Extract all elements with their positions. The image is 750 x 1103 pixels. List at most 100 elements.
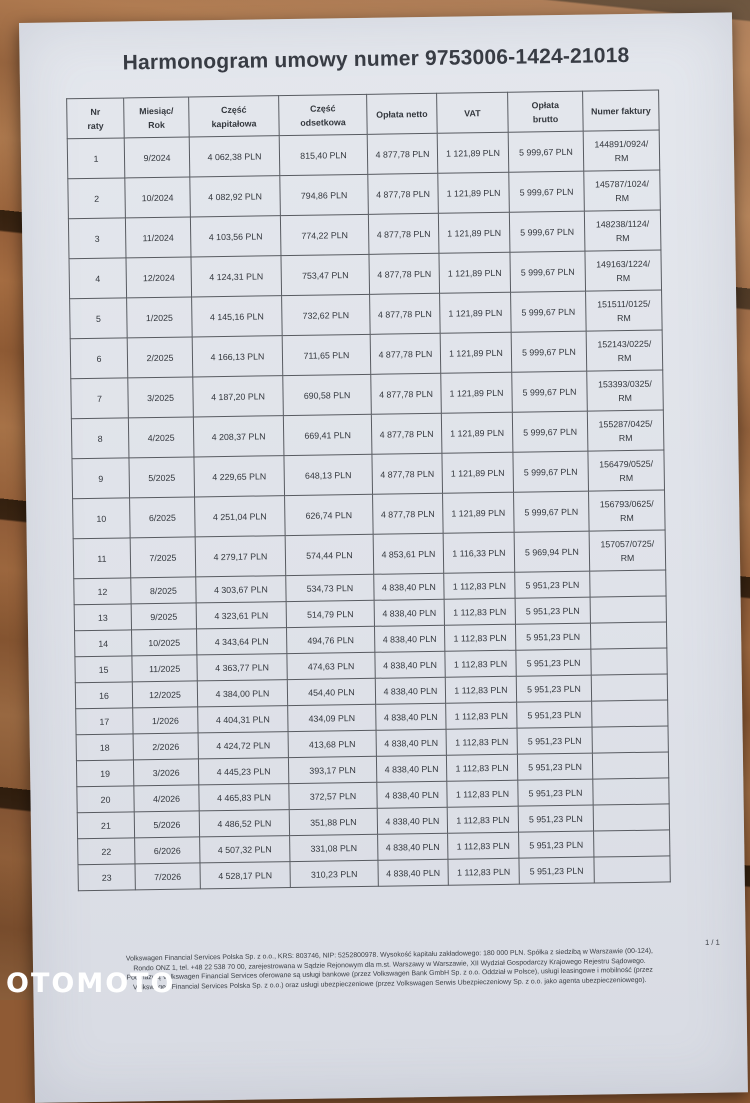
- otomoto-watermark: OTOMOTO: [6, 968, 176, 999]
- table-cell: 5 999,67 PLN: [508, 131, 584, 173]
- table-cell: 1 112,83 PLN: [445, 676, 517, 704]
- table-cell: 1 121,89 PLN: [440, 372, 513, 414]
- table-cell: 1 112,83 PLN: [446, 728, 518, 756]
- table-cell: 144891/0924/ RM: [583, 130, 660, 172]
- table-cell: 494,76 PLN: [286, 626, 375, 654]
- table-cell: 13: [74, 603, 132, 631]
- table-cell: 1 112,83 PLN: [444, 598, 516, 626]
- schedule-body: 1 9/2024 4 062,38 PLN 815,40 PLN 4 877,78 PL…: [67, 130, 671, 891]
- table-cell: 4 877,78 PLN: [371, 413, 442, 455]
- table-cell: 5 999,67 PLN: [511, 331, 587, 373]
- table-cell: 4 166,13 PLN: [192, 335, 283, 377]
- table-cell: 4 507,32 PLN: [199, 835, 290, 863]
- table-cell: 711,65 PLN: [282, 334, 371, 376]
- table-cell: 4 208,37 PLN: [193, 415, 284, 457]
- table-cell: 16: [75, 681, 133, 709]
- table-cell: 1 121,89 PLN: [438, 212, 510, 254]
- table-cell: 22: [77, 837, 135, 865]
- table-cell: 12/2025: [132, 680, 198, 708]
- table-cell: 15: [74, 655, 133, 683]
- table-cell: 9/2025: [131, 602, 197, 630]
- table-cell: 2: [67, 177, 126, 219]
- table-cell: 4 838,40 PLN: [377, 859, 449, 887]
- table-cell: 145787/1024/ RM: [583, 170, 661, 212]
- table-cell: 8/2025: [130, 576, 197, 604]
- table-cell: 794,86 PLN: [279, 174, 369, 216]
- table-cell: 331,08 PLN: [289, 834, 378, 862]
- table-cell: 4 229,65 PLN: [193, 455, 285, 497]
- table-cell: 4 303,67 PLN: [195, 575, 287, 603]
- table-cell: 4 838,40 PLN: [377, 807, 448, 835]
- table-cell: 1 121,89 PLN: [439, 292, 512, 334]
- table-cell: 4 838,40 PLN: [374, 599, 445, 627]
- table-cell: [592, 751, 669, 780]
- table-cell: 5 951,23 PLN: [515, 623, 591, 651]
- table-cell: 815,40 PLN: [279, 134, 368, 176]
- table-cell: 1 112,83 PLN: [446, 754, 518, 782]
- table-cell: 5 951,23 PLN: [517, 753, 593, 781]
- table-cell: 4 877,78 PLN: [370, 333, 441, 375]
- table-cell: 5 951,23 PLN: [516, 701, 593, 729]
- table-cell: 1 112,83 PLN: [443, 572, 516, 600]
- table-cell: 4 082,92 PLN: [189, 175, 281, 217]
- column-header: Nr raty: [66, 97, 125, 139]
- table-cell: 11/2024: [125, 216, 191, 258]
- table-cell: 5 951,23 PLN: [517, 779, 594, 807]
- table-cell: 10: [72, 497, 131, 539]
- table-cell: 11: [73, 537, 131, 579]
- table-cell: 21: [77, 811, 135, 839]
- table-cell: 4 838,40 PLN: [376, 781, 448, 809]
- table-cell: 454,40 PLN: [287, 678, 376, 706]
- table-cell: [590, 647, 668, 676]
- table-cell: 5 951,23 PLN: [516, 675, 592, 703]
- table-cell: 156479/0525/ RM: [587, 449, 665, 492]
- table-cell: 4 424,72 PLN: [198, 731, 289, 759]
- table-cell: 1 116,33 PLN: [443, 532, 515, 574]
- table-cell: 4 877,78 PLN: [368, 213, 439, 255]
- table-cell: 626,74 PLN: [284, 494, 374, 536]
- table-cell: 149163/1224/ RM: [584, 250, 662, 292]
- table-cell: 1 112,83 PLN: [444, 650, 517, 678]
- table-cell: [590, 595, 667, 624]
- table-cell: 1/2026: [132, 706, 199, 734]
- table-cell: 4 465,83 PLN: [198, 783, 290, 811]
- table-cell: [593, 803, 670, 832]
- table-cell: 5 999,67 PLN: [512, 411, 588, 453]
- table-cell: 4 838,40 PLN: [377, 833, 448, 861]
- table-cell: 4 838,40 PLN: [376, 729, 447, 757]
- table-cell: 310,23 PLN: [289, 860, 379, 888]
- table-cell: 156793/0625/ RM: [588, 489, 666, 532]
- table-cell: [591, 673, 668, 702]
- table-cell: 1 112,83 PLN: [444, 624, 516, 652]
- table-cell: 1/2025: [126, 296, 193, 338]
- table-cell: 2/2025: [127, 336, 193, 378]
- table-cell: [590, 621, 667, 650]
- table-cell: 10/2025: [131, 628, 197, 656]
- table-cell: 1 112,83 PLN: [446, 780, 519, 808]
- table-cell: 5 951,23 PLN: [518, 831, 594, 859]
- table-cell: 5 951,23 PLN: [515, 597, 591, 625]
- table-cell: 1 112,83 PLN: [447, 858, 520, 886]
- table-cell: 4: [69, 257, 127, 299]
- table-cell: 1 121,89 PLN: [441, 452, 514, 494]
- table-cell: 4 877,78 PLN: [367, 173, 439, 215]
- table-cell: 4 323,61 PLN: [196, 601, 287, 629]
- table-cell: 413,68 PLN: [288, 730, 377, 758]
- table-cell: 4 838,40 PLN: [375, 677, 446, 705]
- table-cell: 4 363,77 PLN: [196, 653, 288, 681]
- table-cell: 5 951,23 PLN: [518, 805, 594, 833]
- table-cell: 6/2025: [129, 496, 196, 538]
- table-cell: [589, 569, 667, 598]
- table-cell: 5 951,23 PLN: [517, 727, 593, 755]
- table-cell: 14: [74, 629, 132, 657]
- table-cell: 4 251,04 PLN: [194, 495, 286, 537]
- table-cell: 152143/0225/ RM: [586, 329, 663, 372]
- table-cell: 5 951,23 PLN: [514, 571, 591, 599]
- table-cell: 5 951,23 PLN: [515, 649, 592, 677]
- table-cell: 5 999,67 PLN: [509, 211, 585, 253]
- table-cell: [592, 725, 669, 754]
- table-cell: 148238/1124/ RM: [584, 210, 661, 252]
- table-cell: 690,58 PLN: [282, 374, 372, 416]
- table-cell: 1 112,83 PLN: [447, 806, 519, 834]
- table-cell: 4 486,52 PLN: [199, 809, 290, 837]
